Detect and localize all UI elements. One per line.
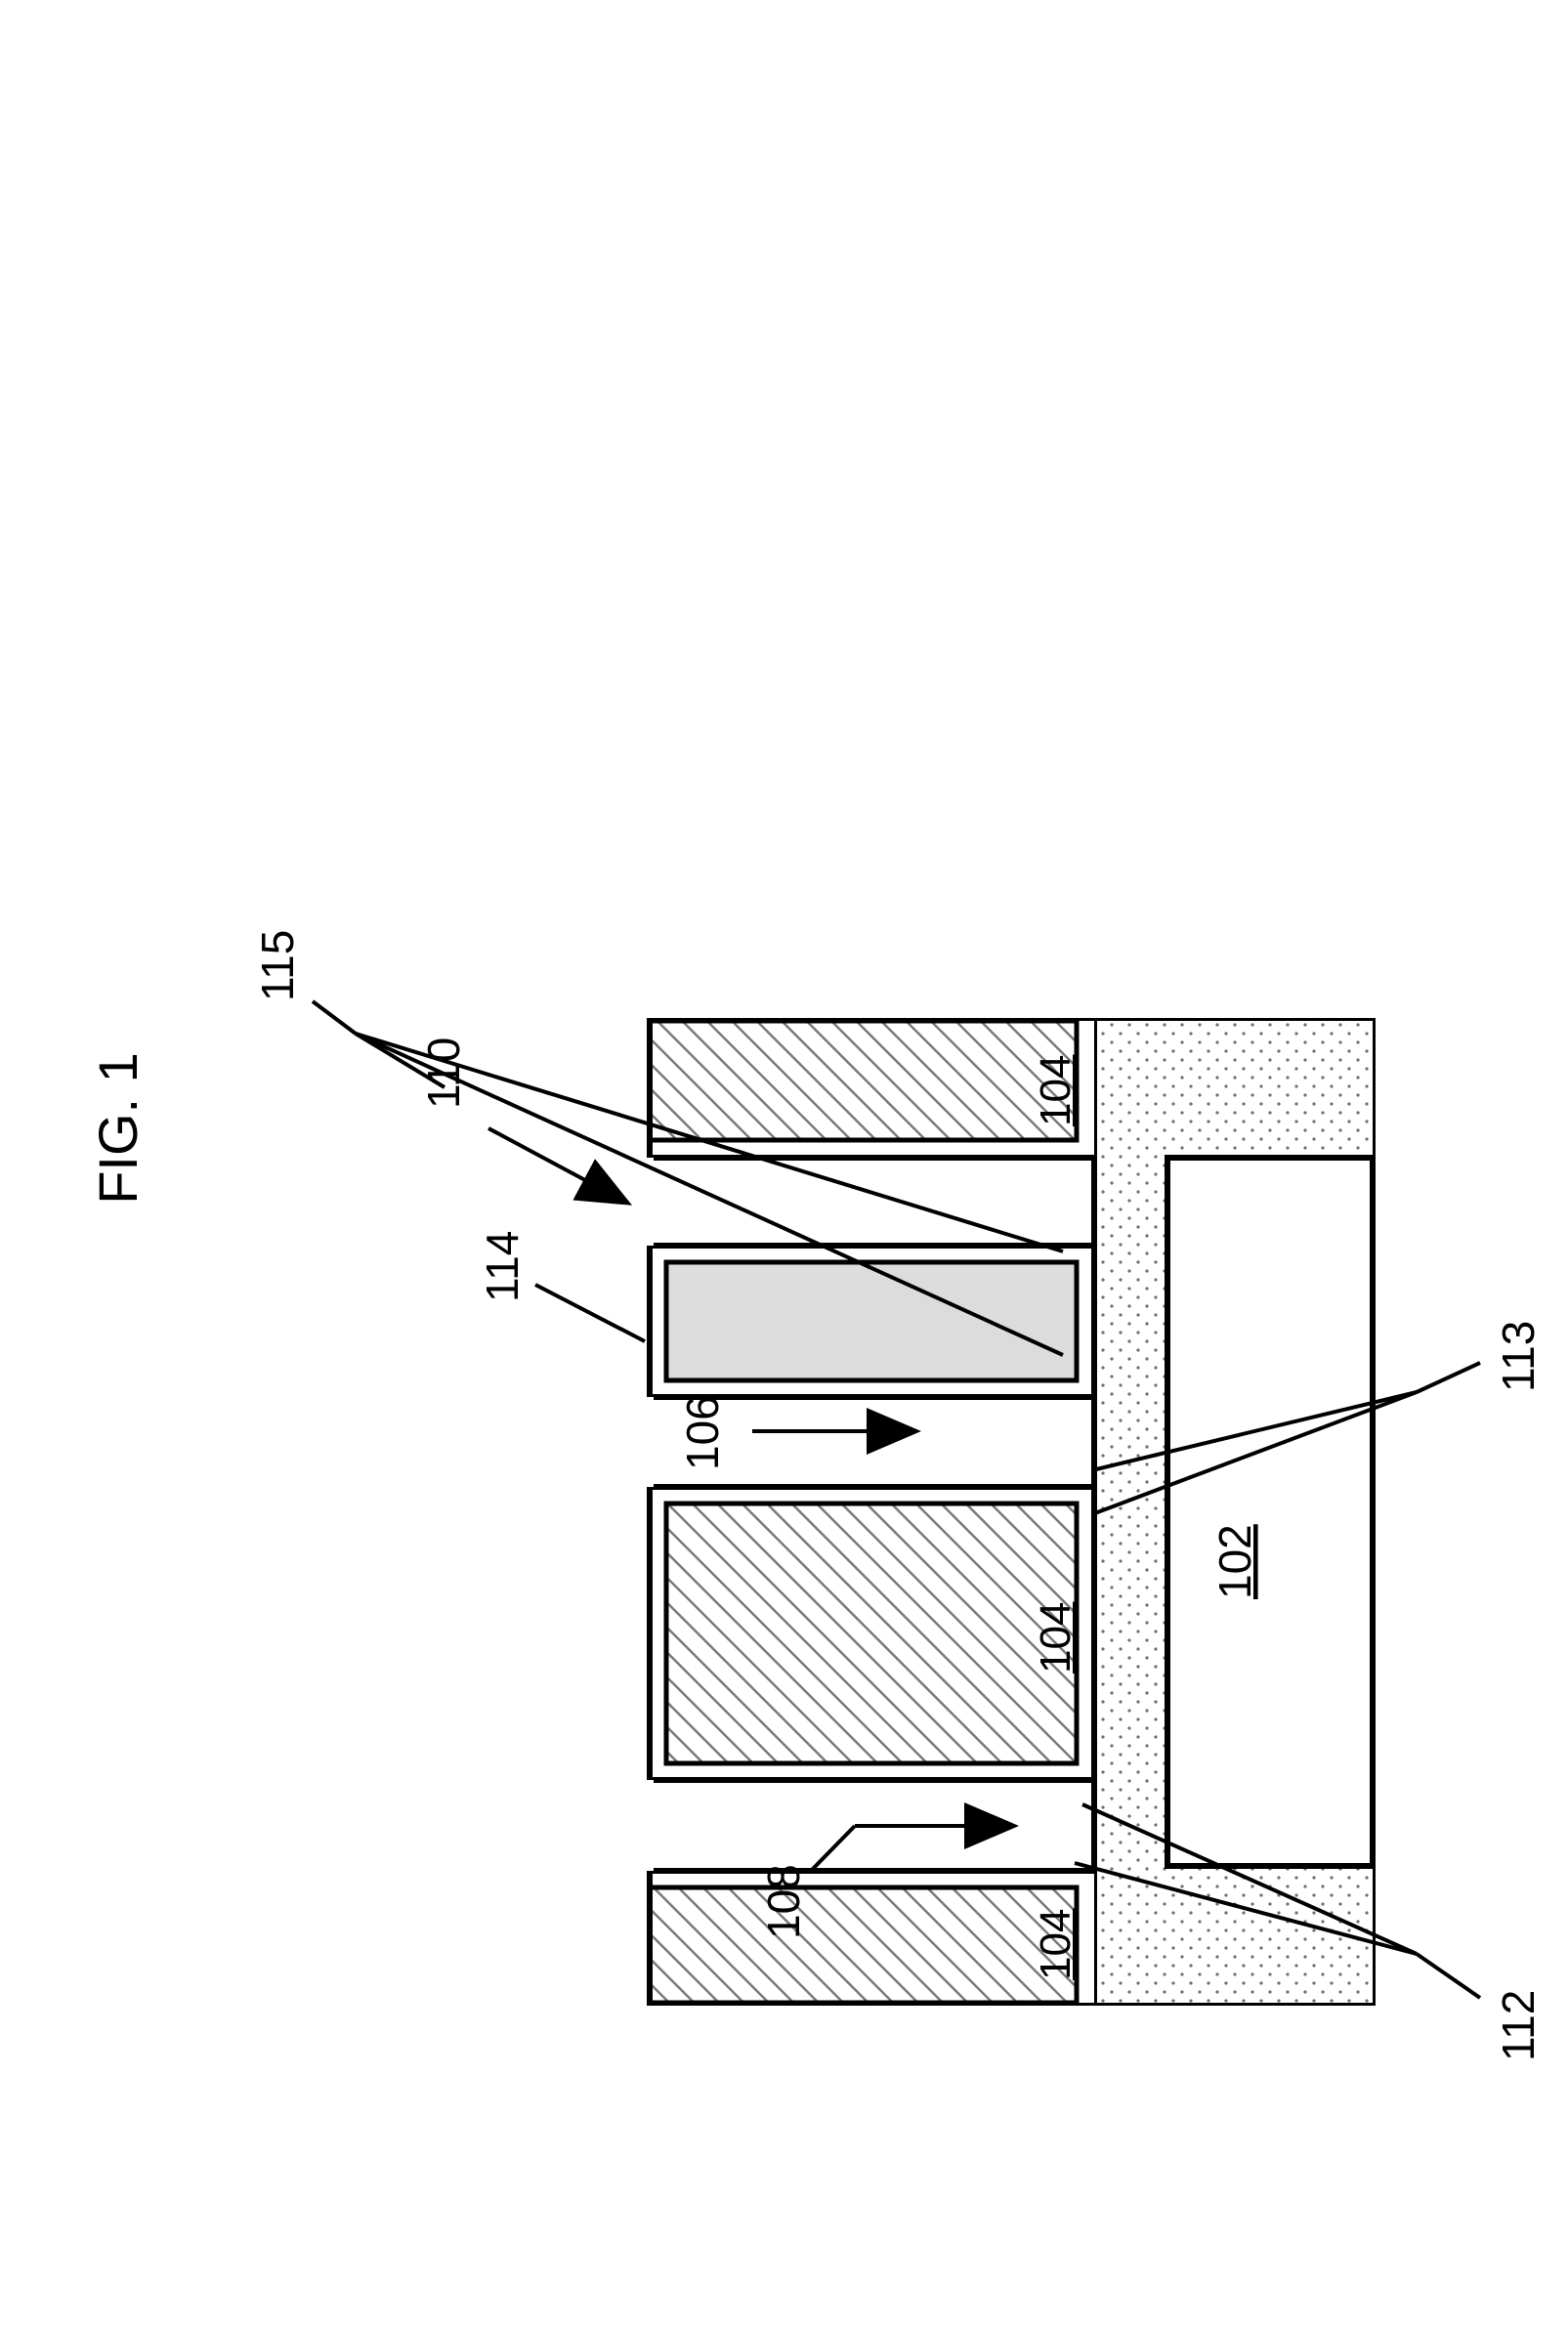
leader-112-stub xyxy=(1417,1954,1480,1998)
label-114: 114 xyxy=(477,1231,528,1302)
leader-110 xyxy=(488,1128,625,1202)
figure-title: FIG. 1 xyxy=(87,1052,148,1205)
leader-114 xyxy=(535,1285,645,1341)
block-104-left-hatch xyxy=(650,1887,1077,2003)
block-104-mid-hatch xyxy=(666,1504,1077,1763)
block-104-right-hatch xyxy=(650,1021,1077,1140)
figure-svg: FIG. 1 100 108 106 110 114 115 112 113 1… xyxy=(0,0,1568,2330)
label-104-right: 104 xyxy=(1032,1055,1080,1126)
label-110: 110 xyxy=(418,1038,469,1109)
label-112: 112 xyxy=(1493,1990,1544,2061)
label-106: 106 xyxy=(677,1395,728,1470)
label-102: 102 xyxy=(1209,1524,1260,1599)
label-115: 115 xyxy=(252,930,303,1001)
inner-well-outline xyxy=(1167,1158,1373,1866)
label-104-mid: 104 xyxy=(1032,1602,1080,1673)
leader-115-stub xyxy=(313,1001,356,1034)
leader-113-stub xyxy=(1417,1363,1480,1392)
label-113: 113 xyxy=(1493,1321,1544,1392)
substrate-102 xyxy=(1094,1021,1373,2003)
label-104-left: 104 xyxy=(1032,1909,1080,1980)
block-114-inner xyxy=(666,1262,1077,1380)
label-108: 108 xyxy=(758,1864,809,1939)
